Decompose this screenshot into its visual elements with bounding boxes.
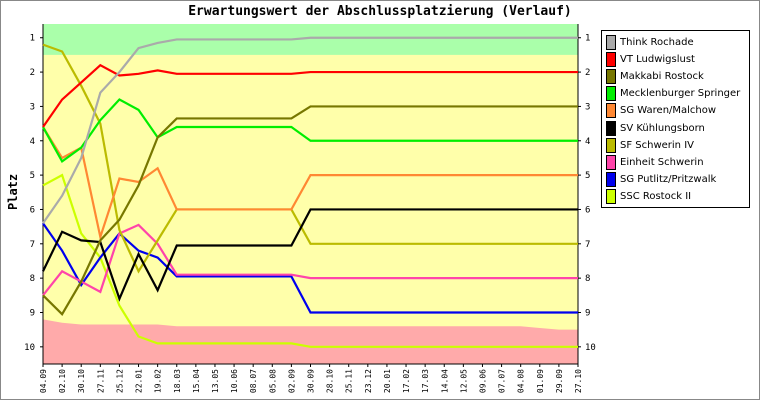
x-tick-label: 25.12 bbox=[115, 369, 124, 393]
legend-label: SG Waren/Malchow bbox=[620, 105, 717, 117]
series-line-9 bbox=[42, 173, 578, 348]
legend-swatch bbox=[606, 188, 616, 204]
series-line-7 bbox=[42, 223, 578, 296]
x-tick-label: 20.01 bbox=[383, 369, 392, 393]
x-tick-label: 01.09 bbox=[536, 369, 545, 393]
series-line-6 bbox=[42, 43, 578, 274]
legend-swatch bbox=[606, 120, 616, 136]
x-tick-label: 22.01 bbox=[135, 369, 144, 393]
x-tick-label: 27.11 bbox=[96, 369, 105, 393]
legend-label: SF Schwerin IV bbox=[620, 139, 694, 151]
x-tick-label: 04.09 bbox=[39, 369, 48, 393]
y-tick-label-left: 2 bbox=[30, 68, 35, 78]
x-tick-label: 14.04 bbox=[440, 369, 449, 393]
series-line-3 bbox=[42, 98, 578, 163]
series-line-1 bbox=[42, 63, 578, 128]
y-tick-label-left: 8 bbox=[30, 274, 35, 284]
x-tick-label: 08.07 bbox=[249, 369, 258, 393]
legend-swatch bbox=[606, 69, 616, 85]
y-tick-label-right: 1 bbox=[585, 34, 590, 44]
legend-item: Makkabi Rostock bbox=[606, 68, 749, 85]
y-tick-label-left: 6 bbox=[30, 205, 35, 215]
x-tick-label: 30.10 bbox=[77, 369, 86, 393]
legend-swatch bbox=[606, 154, 616, 170]
legend-swatch bbox=[606, 137, 616, 153]
x-tick-label: 17.03 bbox=[421, 369, 430, 393]
chart-title: Erwartungswert der Abschlussplatzierung … bbox=[188, 4, 572, 19]
series-line-5 bbox=[42, 208, 578, 302]
y-tick-label-right: 3 bbox=[585, 102, 590, 112]
y-tick-label-right: 7 bbox=[585, 240, 590, 250]
legend-item: SG Waren/Malchow bbox=[606, 102, 749, 119]
y-tick-label-left: 9 bbox=[30, 308, 35, 318]
x-tick-label: 17.02 bbox=[402, 369, 411, 393]
plot-background bbox=[43, 24, 578, 364]
y-tick-label-right: 4 bbox=[585, 137, 590, 147]
x-tick-label: 30.09 bbox=[307, 369, 316, 393]
x-tick-label: 05.08 bbox=[268, 369, 277, 393]
legend-swatch bbox=[606, 52, 616, 68]
x-tick-label: 12.05 bbox=[459, 369, 468, 393]
y-tick-label-left: 5 bbox=[30, 171, 35, 181]
legend-label: Einheit Schwerin bbox=[620, 156, 704, 168]
series-line-4 bbox=[42, 126, 578, 242]
x-tick-label: 10.06 bbox=[230, 369, 239, 393]
legend-swatch bbox=[606, 35, 616, 51]
x-tick-label: 07.07 bbox=[498, 369, 507, 393]
legend-swatch bbox=[606, 103, 616, 119]
legend-item: SF Schwerin IV bbox=[606, 137, 749, 154]
legend-item: VT Ludwigslust bbox=[606, 51, 749, 68]
x-tick-label: 25.11 bbox=[345, 369, 354, 393]
legend-swatch bbox=[606, 171, 616, 187]
legend-label: Mecklenburger Springer bbox=[620, 88, 741, 100]
legend-swatch bbox=[606, 86, 616, 102]
y-tick-label-right: 10 bbox=[585, 343, 596, 353]
y-tick-label-right: 2 bbox=[585, 68, 590, 78]
legend-label: VT Ludwigslust bbox=[620, 54, 695, 66]
band-bottom bbox=[43, 319, 578, 364]
x-tick-label: 28.10 bbox=[326, 369, 335, 393]
legend-item: SG Putlitz/Pritzwalk bbox=[606, 171, 749, 188]
band-top bbox=[43, 24, 578, 55]
legend-item: Think Rochade bbox=[606, 34, 749, 51]
x-tick-label: 09.06 bbox=[478, 369, 487, 393]
y-tick-label-right: 5 bbox=[585, 171, 590, 181]
legend-label: SSC Rostock II bbox=[620, 190, 692, 202]
legend: Think Rochade VT Ludwigslust Makkabi Rosto… bbox=[601, 30, 750, 208]
x-tick-label: 02.09 bbox=[287, 369, 296, 393]
series-line-2 bbox=[42, 105, 578, 316]
x-tick-label: 27.10 bbox=[574, 369, 583, 393]
x-tick-label: 29.09 bbox=[555, 369, 564, 393]
x-tick-label: 02.10 bbox=[58, 369, 67, 393]
legend-item: Einheit Schwerin bbox=[606, 154, 749, 171]
y-tick-label-left: 10 bbox=[24, 343, 35, 353]
y-tick-label-right: 6 bbox=[585, 205, 590, 215]
legend-item: SSC Rostock II bbox=[606, 188, 749, 205]
y-tick-label-right: 9 bbox=[585, 308, 590, 318]
series-line-0 bbox=[42, 36, 578, 224]
legend-item: SV Kühlungsborn bbox=[606, 119, 749, 136]
series-line-8 bbox=[42, 222, 578, 314]
legend-item: Mecklenburger Springer bbox=[606, 85, 749, 102]
x-tick-label: 13.05 bbox=[211, 369, 220, 393]
legend-label: Makkabi Rostock bbox=[620, 71, 704, 83]
y-tick-label-right: 8 bbox=[585, 274, 590, 284]
y-tick-label-left: 1 bbox=[30, 34, 35, 44]
x-tick-label: 18.03 bbox=[173, 369, 182, 393]
legend-label: SV Kühlungsborn bbox=[620, 122, 705, 134]
legend-label: SG Putlitz/Pritzwalk bbox=[620, 173, 717, 185]
y-tick-label-left: 7 bbox=[30, 240, 35, 250]
x-tick-label: 19.02 bbox=[154, 369, 163, 393]
x-tick-label: 23.12 bbox=[364, 369, 373, 393]
y-tick-label-left: 3 bbox=[30, 102, 35, 112]
x-tick-label: 15.04 bbox=[192, 369, 201, 393]
legend-label: Think Rochade bbox=[620, 37, 694, 49]
x-tick-label: 04.08 bbox=[517, 369, 526, 393]
y-tick-label-left: 4 bbox=[30, 137, 35, 147]
